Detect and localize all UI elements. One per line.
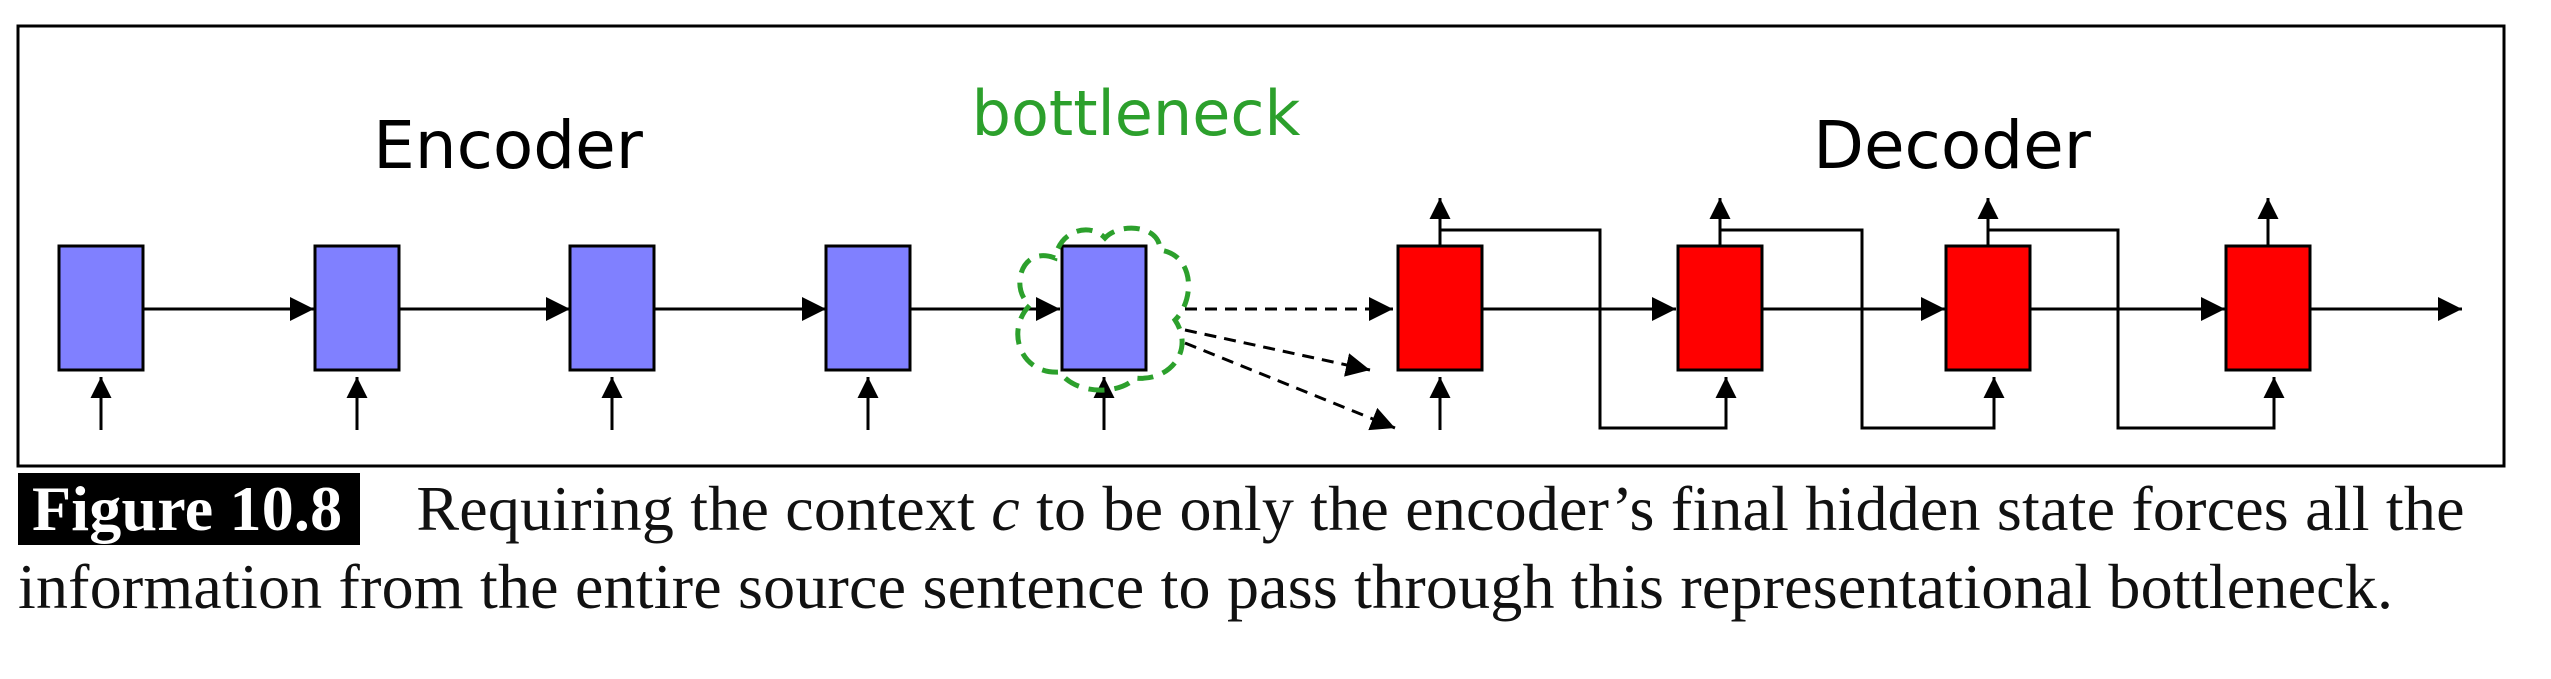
encoder-cells	[57, 244, 1148, 372]
decoder-label: Decoder	[1813, 107, 2092, 184]
figure-number-badge: Figure 10.8	[18, 473, 361, 545]
encoder-input-arrows	[90, 377, 1115, 430]
decoder-cell-1	[1396, 244, 1484, 372]
bottleneck-label: bottleneck	[972, 77, 1301, 150]
context-arrows	[1184, 297, 1396, 431]
decoder-cells	[1396, 244, 2312, 372]
encoder-cell-3	[568, 244, 656, 372]
encoder-cell-final	[1060, 244, 1148, 372]
figure-caption: Figure 10.8 Requiring the context c to be…	[18, 470, 2538, 626]
encoder-cell-2	[313, 244, 401, 372]
caption-text-2: information from the entire source sente…	[18, 551, 2394, 622]
decoder-cell-4	[2224, 244, 2312, 372]
decoder-output-arrows	[1429, 198, 2279, 246]
decoder-cell-3	[1944, 244, 2032, 372]
caption-text-1b: to be only the encoder’s final hidden st…	[1019, 473, 2465, 544]
diagram-frame	[16, 24, 2506, 468]
encoder-cell-1	[57, 244, 145, 372]
bottleneck-outline	[1015, 225, 1191, 393]
encoder-cell-4	[824, 244, 912, 372]
caption-variable-c: c	[991, 473, 1020, 544]
encoder-label: Encoder	[373, 107, 644, 184]
decoder-feedback-loops	[1440, 228, 2285, 430]
caption-text-1a: Requiring the context	[416, 473, 992, 544]
decoder-cell-2	[1676, 244, 1764, 372]
